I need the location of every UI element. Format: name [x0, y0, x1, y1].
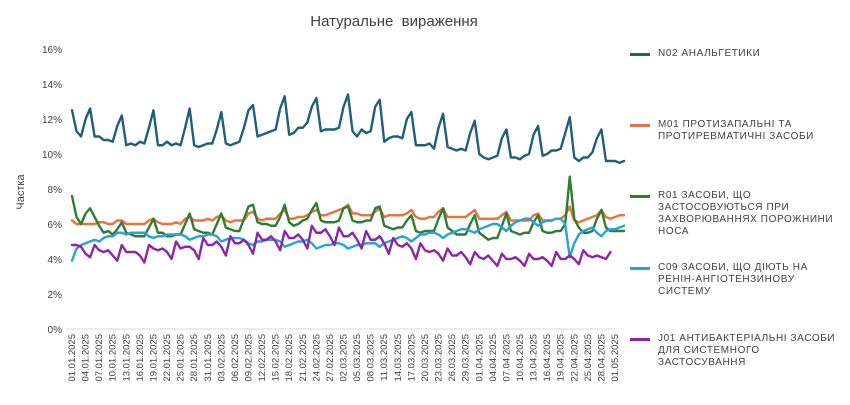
legend-swatch-m01	[630, 124, 650, 127]
x-tick-label: 11.03.2025	[379, 334, 390, 381]
y-tick-label: 4%	[48, 255, 63, 266]
x-tick-label: 05.03.2025	[352, 334, 363, 382]
y-tick-label: 8%	[48, 185, 63, 196]
x-tick-label: 13.01.2025	[121, 334, 132, 382]
legend-label-c09: C09 ЗАСОБИ, ЩО ДІЮТЬ НА РЕНІН-АНГІОТЕНЗИ…	[658, 262, 808, 297]
x-tick-label: 09.02.2025	[243, 334, 254, 382]
x-tick-label: 06.02.2025	[230, 334, 241, 382]
x-axis-ticks: 01.01.2025 04.01.2025 07.01.2025 10.01.2025…	[67, 334, 621, 382]
legend-label-j01: J01 АНТИБАКТЕРІАЛЬНІ ЗАСОБИ ДЛЯ СИСТЕМНО…	[658, 333, 836, 368]
legend-label-n02: N02 АНАЛЬГЕТИКИ	[658, 48, 761, 59]
x-tick-label: 25.01.2025	[176, 334, 187, 382]
legend-swatch-r01	[630, 195, 650, 198]
y-tick-label: 10%	[42, 150, 62, 161]
x-tick-label: 27.02.2025	[325, 334, 336, 382]
series-line-0	[70, 93, 626, 164]
x-tick-label: 12.02.2025	[257, 334, 268, 382]
x-tick-label: 01.01.2025	[67, 334, 78, 382]
x-tick-label: 24.02.2025	[311, 334, 322, 382]
x-tick-label: 04.01.2025	[81, 334, 92, 382]
x-tick-label: 15.02.2025	[271, 334, 282, 382]
y-axis-label: Частка	[15, 174, 27, 210]
x-tick-label: 07.01.2025	[94, 334, 105, 382]
x-tick-label: 29.03.2025	[461, 334, 472, 382]
x-tick-label: 16.01.2025	[135, 334, 146, 382]
x-tick-label: 28.04.2025	[596, 334, 607, 382]
x-tick-label: 22.04.2025	[569, 334, 580, 382]
series-line-1	[70, 203, 626, 226]
series-line-2	[70, 175, 626, 241]
x-tick-label: 17.03.2025	[406, 334, 417, 382]
x-tick-label: 21.02.2025	[298, 334, 309, 382]
x-tick-label: 19.01.2025	[148, 334, 159, 382]
x-tick-label: 07.04.2025	[501, 334, 512, 382]
x-tick-label: 10.01.2025	[108, 334, 119, 382]
x-tick-label: 14.03.2025	[393, 334, 404, 382]
series-line-3	[70, 217, 626, 262]
legend-label-r01: R01 ЗАСОБИ, ЩО ЗАСТОСОВУЮТЬСЯ ПРИ ЗАХВОР…	[658, 190, 834, 237]
y-axis-ticks: 0% 2% 4% 6% 8% 10% 12% 14% 16%	[42, 45, 62, 336]
legend-label-m01: M01 ПРОТИЗАПАЛЬНІ ТА ПРОТИРЕВМАТИЧНІ ЗАС…	[658, 119, 814, 142]
y-tick-label: 12%	[42, 115, 62, 126]
chart-title: Натуральне вираження	[310, 13, 478, 30]
x-tick-label: 13.04.2025	[529, 334, 540, 382]
x-tick-label: 23.03.2025	[434, 334, 445, 382]
y-tick-label: 0%	[48, 325, 63, 336]
x-tick-label: 01.05.2025	[610, 334, 621, 382]
y-tick-label: 6%	[48, 220, 63, 231]
legend-swatch-j01	[630, 338, 650, 341]
x-tick-label: 31.01.2025	[203, 334, 214, 382]
legend-swatch-n02	[630, 53, 650, 56]
x-tick-label: 03.02.2025	[216, 334, 227, 382]
x-tick-label: 08.03.2025	[366, 334, 377, 382]
y-tick-label: 16%	[42, 45, 62, 56]
x-tick-label: 01.04.2025	[474, 334, 485, 382]
series-line-4	[70, 224, 612, 268]
x-tick-label: 10.04.2025	[515, 334, 526, 382]
x-tick-label: 28.01.2025	[189, 334, 200, 382]
x-tick-label: 02.03.2025	[339, 334, 350, 382]
x-tick-label: 19.04.2025	[556, 334, 567, 382]
series-lines	[70, 93, 626, 268]
x-tick-label: 22.01.2025	[162, 334, 173, 382]
legend-swatch-c09	[630, 267, 650, 270]
y-tick-label: 2%	[48, 290, 63, 301]
x-tick-label: 20.03.2025	[420, 334, 431, 382]
x-tick-label: 04.04.2025	[488, 334, 499, 382]
x-tick-label: 16.04.2025	[542, 334, 553, 382]
x-tick-label: 25.04.2025	[583, 334, 594, 382]
x-tick-label: 18.02.2025	[284, 334, 295, 382]
x-tick-label: 26.03.2025	[447, 334, 458, 382]
y-tick-label: 14%	[42, 80, 62, 91]
